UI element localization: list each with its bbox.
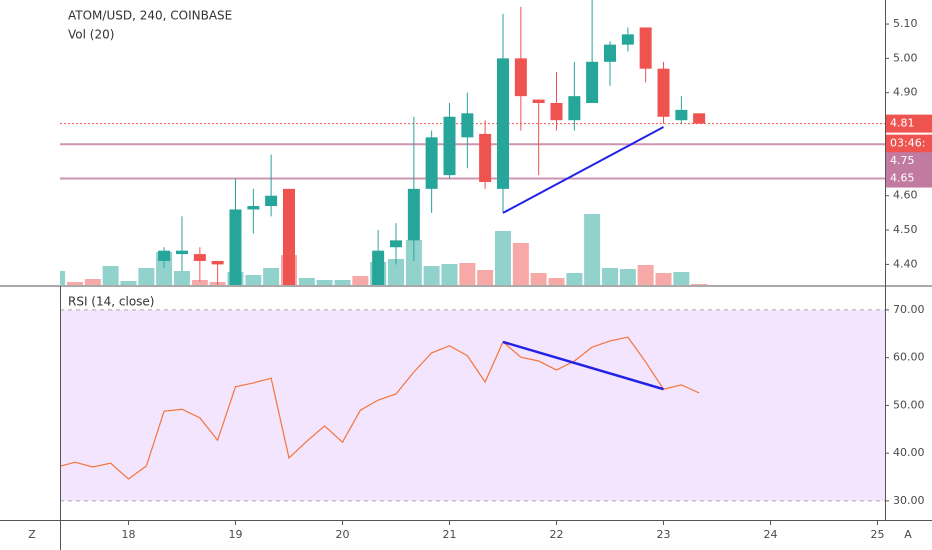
- candle-body: [639, 27, 652, 69]
- candle-body: [693, 113, 706, 124]
- candle-body: [425, 137, 438, 189]
- candle-body: [479, 133, 492, 182]
- chart-title: ATOM/USD, 240, COINBASE: [68, 9, 232, 23]
- zoom-button[interactable]: Z: [28, 528, 36, 541]
- volume-bar: [405, 240, 422, 285]
- x-tick-label: 20: [335, 528, 349, 541]
- x-tick-label: 23: [657, 528, 671, 541]
- rsi-y-tick-label: 60.00: [893, 351, 925, 364]
- rsi-y-tick-label: 30.00: [893, 494, 925, 507]
- candle-body: [193, 254, 206, 261]
- volume-bar: [334, 280, 351, 285]
- price-label-bg: [885, 169, 932, 188]
- price-label-bg: [885, 152, 932, 171]
- candle-body: [158, 250, 171, 261]
- y-tick-label: 5.00: [893, 51, 918, 64]
- x-tick-label: 25: [871, 528, 885, 541]
- y-tick-label: 4.50: [893, 223, 918, 236]
- candle-body: [282, 188, 295, 285]
- candle-body: [568, 96, 581, 121]
- countdown-bg: [885, 134, 932, 153]
- rsi-y-tick-label: 50.00: [893, 398, 925, 411]
- rsi-trendline: [502, 340, 664, 391]
- volume-bar: [138, 268, 155, 285]
- x-tick-label: 18: [121, 528, 135, 541]
- volume-bar: [66, 282, 83, 285]
- rsi-line: [60, 336, 700, 480]
- volume-bar: [512, 243, 529, 285]
- trendline: [502, 126, 664, 214]
- candle-body: [175, 250, 188, 255]
- price-label-bg: [885, 114, 932, 133]
- candle-body: [443, 116, 456, 176]
- candle-body: [657, 68, 670, 117]
- x-tick-label: 22: [549, 528, 563, 541]
- x-tick-label: 21: [442, 528, 456, 541]
- volume-bar: [263, 268, 280, 285]
- candle-body: [389, 240, 402, 248]
- y-tick-label: 5.10: [893, 17, 918, 30]
- candle-body: [211, 260, 224, 265]
- volume-bar: [619, 269, 636, 285]
- volume-bar: [477, 270, 494, 285]
- price-label: 4.81: [890, 117, 915, 130]
- candle-body: [407, 188, 420, 241]
- volume-bar: [423, 266, 440, 285]
- y-tick-label: 4.60: [893, 189, 918, 202]
- candle-body: [621, 34, 634, 45]
- volume-bar: [602, 268, 618, 285]
- volume-bar: [459, 263, 476, 285]
- volume-bar: [530, 273, 547, 285]
- volume-bar: [387, 259, 404, 285]
- candle-body: [675, 109, 688, 121]
- rsi-y-tick-label: 70.00: [893, 303, 925, 316]
- candle-body: [229, 209, 242, 285]
- volume-bar: [173, 271, 190, 285]
- x-tick-label: 19: [228, 528, 242, 541]
- price-label: 4.75: [890, 154, 915, 167]
- volume-bar: [441, 264, 458, 285]
- volume-bar: [84, 279, 101, 285]
- volume-bar: [316, 280, 333, 285]
- candle-body: [265, 195, 278, 207]
- volume-bar: [191, 280, 208, 285]
- price-label: 4.65: [890, 172, 915, 185]
- price-pane: [60, 0, 885, 285]
- y-tick-label: 4.40: [893, 257, 918, 270]
- candle-body: [496, 58, 509, 189]
- volume-bar: [673, 272, 690, 285]
- volume-bar: [584, 214, 601, 285]
- volume-bar: [298, 278, 315, 285]
- rsi-y-tick-label: 40.00: [893, 446, 925, 459]
- y-tick-label: 4.90: [893, 86, 918, 99]
- countdown: 03:46:: [890, 137, 925, 150]
- volume-bar: [60, 271, 66, 285]
- candle-body: [514, 58, 527, 97]
- volume-bar: [494, 231, 511, 285]
- volume-bar: [245, 275, 262, 285]
- volume-bar: [655, 273, 672, 285]
- candle-body: [604, 44, 616, 62]
- rsi-pane: [60, 309, 885, 502]
- rsi-title: RSI (14, close): [68, 295, 154, 309]
- volume-bar: [352, 276, 369, 285]
- candle-body: [461, 113, 474, 138]
- volume-bar: [637, 265, 654, 285]
- candle-body: [586, 61, 599, 104]
- volume-bar: [102, 266, 119, 285]
- x-tick-label: 24: [764, 528, 778, 541]
- candle-body: [532, 99, 545, 104]
- volume-bar: [120, 281, 137, 285]
- volume-bar: [566, 273, 583, 285]
- volume-bar: [548, 278, 565, 285]
- volume-title: Vol (20): [68, 28, 114, 42]
- candle-body: [550, 103, 563, 121]
- volume-bar: [691, 284, 708, 285]
- rsi-band: [60, 309, 885, 501]
- auto-scale-button[interactable]: A: [904, 528, 912, 541]
- candle-body: [372, 250, 385, 285]
- candle-body: [247, 206, 260, 210]
